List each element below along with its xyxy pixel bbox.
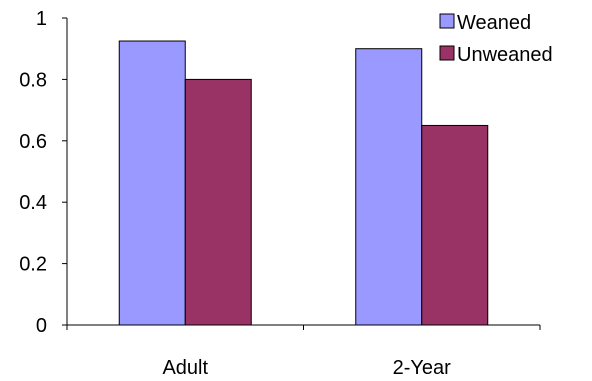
bar-unweaned-2-year	[421, 124, 489, 326]
y-tick-label: 0.6	[19, 131, 47, 153]
y-tick-label: 0.4	[19, 192, 47, 214]
bar-unweaned-adult	[184, 78, 252, 326]
legend: Weaned Unweaned	[439, 12, 553, 66]
x-category-label: 2-Year	[393, 357, 452, 379]
y-tick-label: 0.8	[19, 69, 47, 91]
legend-swatch-unweaned	[439, 45, 455, 61]
bar-weaned-2-year	[355, 48, 423, 326]
bar-weaned-adult	[118, 40, 186, 326]
chart-bars	[118, 40, 489, 326]
legend-swatch-weaned	[439, 13, 455, 29]
y-tick-label: 0.2	[19, 254, 47, 276]
y-axis-ticks: 0 0.2 0.4 0.6 0.8 1	[19, 8, 67, 337]
legend-label-unweaned: Unweaned	[457, 44, 553, 66]
y-tick-label: 0	[36, 315, 47, 337]
x-axis-categories: Adult 2-Year	[162, 357, 451, 379]
legend-label-weaned: Weaned	[457, 12, 531, 34]
x-category-label: Adult	[162, 357, 208, 379]
y-tick-label: 1	[36, 8, 47, 30]
